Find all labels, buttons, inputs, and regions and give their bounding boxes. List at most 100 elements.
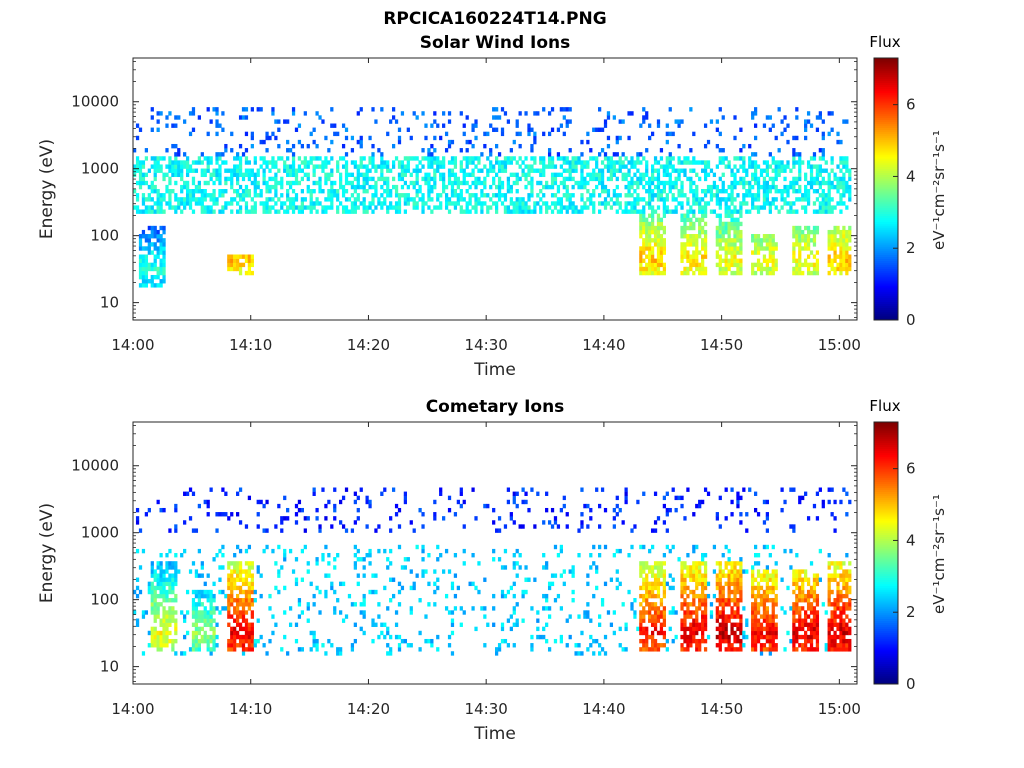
colorbar-swatch [874, 70, 898, 73]
colorbar-swatch [874, 274, 898, 278]
colorbar-swatch [874, 168, 898, 171]
colorbar-swatch [874, 240, 898, 243]
colorbar-swatch [874, 248, 898, 251]
colorbar-swatch [874, 430, 898, 433]
colorbar-swatch [874, 131, 898, 135]
axes-solar-wind: 14:00 14:10 14:20 14:30 14:40 14:50 15:00 10 100… [71, 58, 861, 354]
colorbar-swatch [874, 76, 898, 79]
colorbar-swatch [874, 479, 898, 482]
colorbar-swatch [874, 160, 898, 163]
colorbar-swatch [874, 681, 898, 685]
colorbar-swatch [874, 219, 898, 223]
colorbar-swatch [874, 663, 898, 666]
colorbar-swatch [874, 84, 898, 88]
colorbar-swatch [874, 262, 898, 266]
colorbar-swatch [874, 148, 898, 151]
colorbar-swatch [874, 281, 898, 284]
colorbar-swatch [874, 462, 898, 466]
colorbar-swatch [874, 195, 898, 198]
colorbar-swatch [874, 505, 898, 509]
colorbar-swatch [874, 291, 898, 294]
colorbar-swatch [874, 229, 898, 233]
colorbar-swatch [874, 675, 898, 679]
x-tick-label: 14:10 [229, 700, 272, 718]
colorbar-swatch [874, 207, 898, 210]
colorbar-swatch [874, 526, 898, 529]
colorbar-swatch [874, 495, 898, 499]
x-tick-label: 14:30 [465, 336, 508, 354]
colorbar-swatch [874, 174, 898, 178]
colorbar-swatch [874, 107, 898, 110]
colorbar-swatch [874, 150, 898, 153]
colorbar-swatch [874, 567, 898, 570]
colorbar-swatch [874, 581, 898, 585]
colorbar-swatch [874, 632, 898, 636]
colorbar-swatch [874, 645, 898, 648]
colorbar-swatch [874, 256, 898, 259]
colorbar-swatch [874, 182, 898, 186]
colorbar-swatch [874, 82, 898, 86]
colorbar-swatch [874, 186, 898, 190]
x-tick-label: 14:00 [111, 700, 154, 718]
colorbar-swatch [874, 223, 898, 227]
colorbar-swatch [874, 199, 898, 202]
colorbar-swatch [874, 473, 898, 476]
colorbar-swatch [874, 283, 898, 286]
colorbar-swatch [874, 94, 898, 98]
colorbar-swatch [874, 266, 898, 270]
colorbar-swatch [874, 499, 898, 503]
colorbar-swatch [874, 424, 898, 427]
colorbar-swatch [874, 528, 898, 531]
colorbar-swatch [874, 162, 898, 165]
colorbar-swatch [874, 270, 898, 274]
y-tick-label: 100 [90, 227, 119, 245]
colorbar-swatch [874, 109, 898, 112]
colorbar-swatch [874, 305, 898, 309]
colorbar-swatch [874, 458, 898, 462]
colorbar-swatch [874, 141, 898, 145]
colorbar-swatch [874, 191, 898, 194]
colorbar-swatch [874, 422, 898, 425]
colorbar-tick-label: 4 [906, 531, 916, 549]
colorbar-swatch [874, 620, 898, 623]
colorbar-swatch [874, 428, 898, 431]
y-axis-label-cometary: Energy (eV) [37, 503, 57, 603]
y-tick-label: 10 [100, 294, 119, 312]
colorbar-swatch [874, 178, 898, 182]
panel-solar-wind: Solar Wind Ions 14:00 14:10 14:20 14:30 14:4… [37, 33, 861, 380]
colorbar-swatch [874, 626, 898, 630]
colorbar-swatch [874, 557, 898, 560]
colorbar-swatch [874, 520, 898, 523]
colorbar-swatch [874, 585, 898, 589]
colorbar-swatch [874, 563, 898, 566]
colorbar-swatch [874, 154, 898, 157]
colorbar-swatch [874, 655, 898, 658]
colorbar-swatch [874, 481, 898, 484]
colorbar-swatch [874, 671, 898, 675]
colorbar-swatch [874, 464, 898, 468]
colorbar-swatch [874, 438, 898, 441]
colorbar-swatch [874, 143, 898, 147]
colorbar-swatch [874, 448, 898, 452]
figure-title: RPCICA160224T14.PNG [383, 9, 606, 29]
colorbar-swatch [874, 446, 898, 450]
colorbar-swatch [874, 641, 898, 644]
colorbar-swatch [874, 272, 898, 276]
colorbar-tick-label: 2 [906, 239, 916, 257]
colorbar-swatch [874, 201, 898, 204]
heatmap-cells-cometary [133, 487, 852, 656]
colorbar-swatch [874, 636, 898, 640]
colorbar-swatch [874, 88, 898, 92]
colorbar-swatch [874, 74, 898, 77]
colorbar-swatch [874, 58, 898, 61]
colorbar-swatch [874, 287, 898, 290]
colorbar-swatch [874, 426, 898, 429]
colorbar-swatch [874, 113, 898, 116]
colorbar-tick-label: 0 [906, 311, 916, 329]
colorbar-swatch [874, 90, 898, 94]
colorbar-tick-label: 2 [906, 603, 916, 621]
colorbar-swatch [874, 634, 898, 638]
colorbar-swatch [874, 133, 898, 137]
heatmap-cells-solar-wind [133, 107, 852, 288]
